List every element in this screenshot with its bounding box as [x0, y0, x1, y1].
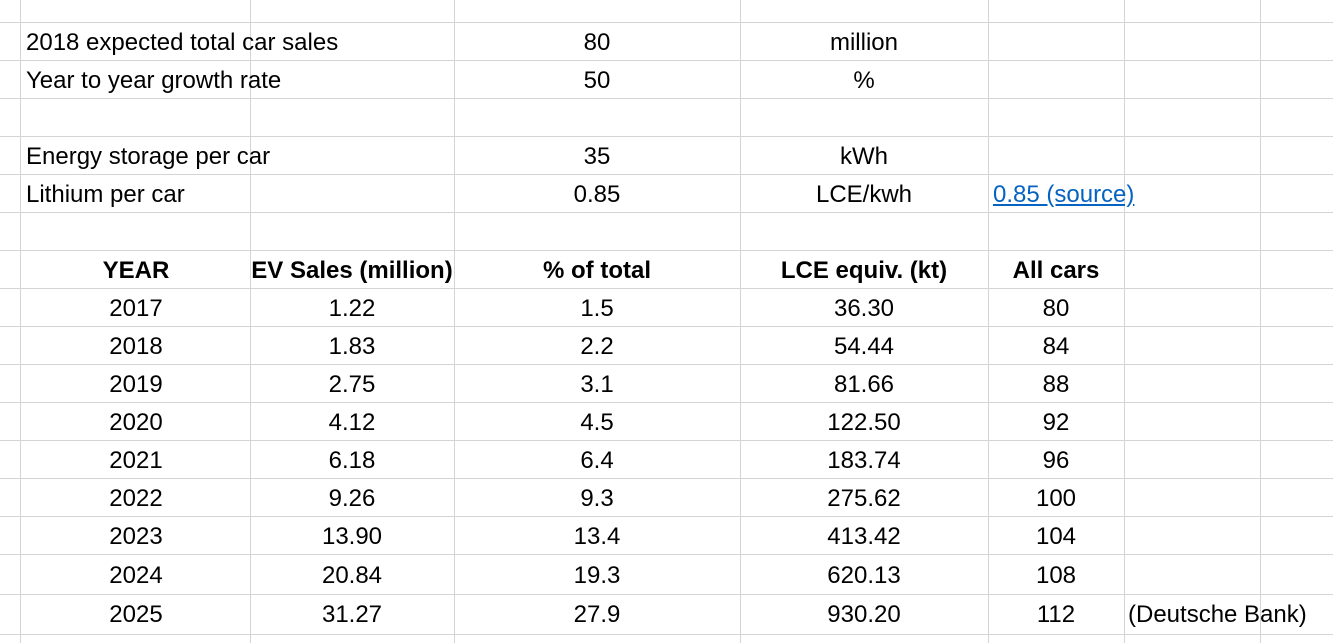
cell-ev-sales[interactable]: 9.26	[328, 485, 376, 512]
cell-all-cars[interactable]: 84	[1042, 333, 1070, 360]
gridline	[0, 516, 1333, 517]
gridline	[0, 402, 1333, 403]
cell-year[interactable]: 2025	[109, 601, 163, 628]
cell-year[interactable]: 2023	[109, 523, 163, 550]
cell-percent-total[interactable]: 6.4	[580, 447, 614, 474]
cell-year[interactable]: 2017	[109, 295, 163, 322]
gridline	[988, 0, 989, 643]
cell-all-cars[interactable]: 112	[1036, 601, 1076, 628]
param-unit[interactable]: million	[829, 29, 898, 56]
cell-ev-sales[interactable]: 2.75	[328, 371, 376, 398]
cell-lce[interactable]: 54.44	[833, 333, 895, 360]
param-unit[interactable]: %	[853, 67, 875, 94]
gridline	[740, 0, 741, 643]
gridline	[0, 60, 1333, 61]
gridline	[0, 364, 1333, 365]
cell-year[interactable]: 2024	[109, 562, 163, 589]
gridline	[0, 212, 1333, 213]
gridline	[0, 634, 1333, 635]
cell-ev-sales[interactable]: 4.12	[328, 409, 376, 436]
param-value[interactable]: 50	[583, 67, 611, 94]
cell-all-cars[interactable]: 104	[1035, 523, 1077, 550]
column-header-ev-sales[interactable]: EV Sales (million)	[251, 257, 453, 284]
gridline	[0, 478, 1333, 479]
cell-year[interactable]: 2021	[109, 447, 163, 474]
param-unit[interactable]: LCE/kwh	[815, 181, 913, 208]
gridline	[1260, 0, 1261, 643]
gridline	[454, 0, 455, 643]
gridline	[0, 554, 1333, 555]
cell-year[interactable]: 2022	[109, 485, 163, 512]
cell-percent-total[interactable]: 9.3	[580, 485, 614, 512]
param-value[interactable]: 80	[583, 29, 611, 56]
cell-percent-total[interactable]: 4.5	[580, 409, 614, 436]
column-header-all-cars[interactable]: All cars	[1012, 257, 1100, 284]
param-label[interactable]: 2018 expected total car sales	[26, 29, 339, 56]
cell-percent-total[interactable]: 27.9	[573, 601, 621, 628]
param-unit[interactable]: kWh	[840, 143, 888, 170]
column-header-lce[interactable]: LCE equiv. (kt)	[780, 257, 948, 284]
gridline	[20, 0, 21, 643]
gridline	[0, 136, 1333, 137]
gridline	[0, 98, 1333, 99]
cell-lce[interactable]: 81.66	[833, 371, 895, 398]
cell-lce[interactable]: 275.62	[827, 485, 901, 512]
cell-ev-sales[interactable]: 31.27	[321, 601, 383, 628]
cell-ev-sales[interactable]: 13.90	[321, 523, 383, 550]
cell-lce[interactable]: 413.42	[827, 523, 901, 550]
gridline	[1124, 0, 1125, 643]
param-label[interactable]: Lithium per car	[26, 181, 185, 208]
cell-year[interactable]: 2020	[109, 409, 163, 436]
cell-all-cars[interactable]: 108	[1035, 562, 1077, 589]
param-value[interactable]: 35	[583, 143, 611, 170]
cell-ev-sales[interactable]: 6.18	[328, 447, 376, 474]
column-header-percent-total[interactable]: % of total	[543, 257, 651, 284]
gridline	[0, 250, 1333, 251]
cell-all-cars[interactable]: 100	[1035, 485, 1077, 512]
param-label[interactable]: Energy storage per car	[26, 143, 271, 170]
gridline	[0, 326, 1333, 327]
source-link[interactable]: 0.85 (source)	[993, 181, 1135, 208]
cell-all-cars[interactable]: 80	[1042, 295, 1070, 322]
cell-ev-sales[interactable]: 1.22	[328, 295, 376, 322]
param-value[interactable]: 0.85	[573, 181, 621, 208]
cell-percent-total[interactable]: 1.5	[580, 295, 614, 322]
gridline	[0, 440, 1333, 441]
cell-ev-sales[interactable]: 1.83	[328, 333, 376, 360]
cell-year[interactable]: 2018	[109, 333, 163, 360]
gridline	[0, 174, 1333, 175]
param-label[interactable]: Year to year growth rate	[26, 67, 282, 94]
cell-percent-total[interactable]: 2.2	[580, 333, 614, 360]
cell-lce[interactable]: 620.13	[827, 562, 901, 589]
cell-all-cars[interactable]: 88	[1042, 371, 1070, 398]
cell-percent-total[interactable]: 19.3	[573, 562, 621, 589]
gridline	[0, 288, 1333, 289]
cell-lce[interactable]: 122.50	[827, 409, 901, 436]
cell-all-cars[interactable]: 92	[1042, 409, 1070, 436]
cell-lce[interactable]: 930.20	[827, 601, 901, 628]
column-header-year[interactable]: YEAR	[102, 257, 170, 284]
gridline	[0, 594, 1333, 595]
cell-ev-sales[interactable]: 20.84	[321, 562, 383, 589]
cell-lce[interactable]: 183.74	[827, 447, 901, 474]
cell-all-cars[interactable]: 96	[1042, 447, 1070, 474]
cell-percent-total[interactable]: 13.4	[573, 523, 621, 550]
cell-percent-total[interactable]: 3.1	[580, 371, 614, 398]
cell-year[interactable]: 2019	[109, 371, 163, 398]
cell-lce[interactable]: 36.30	[833, 295, 895, 322]
gridline	[0, 22, 1333, 23]
source-note[interactable]: (Deutsche Bank)	[1128, 601, 1307, 628]
gridline	[250, 0, 251, 643]
